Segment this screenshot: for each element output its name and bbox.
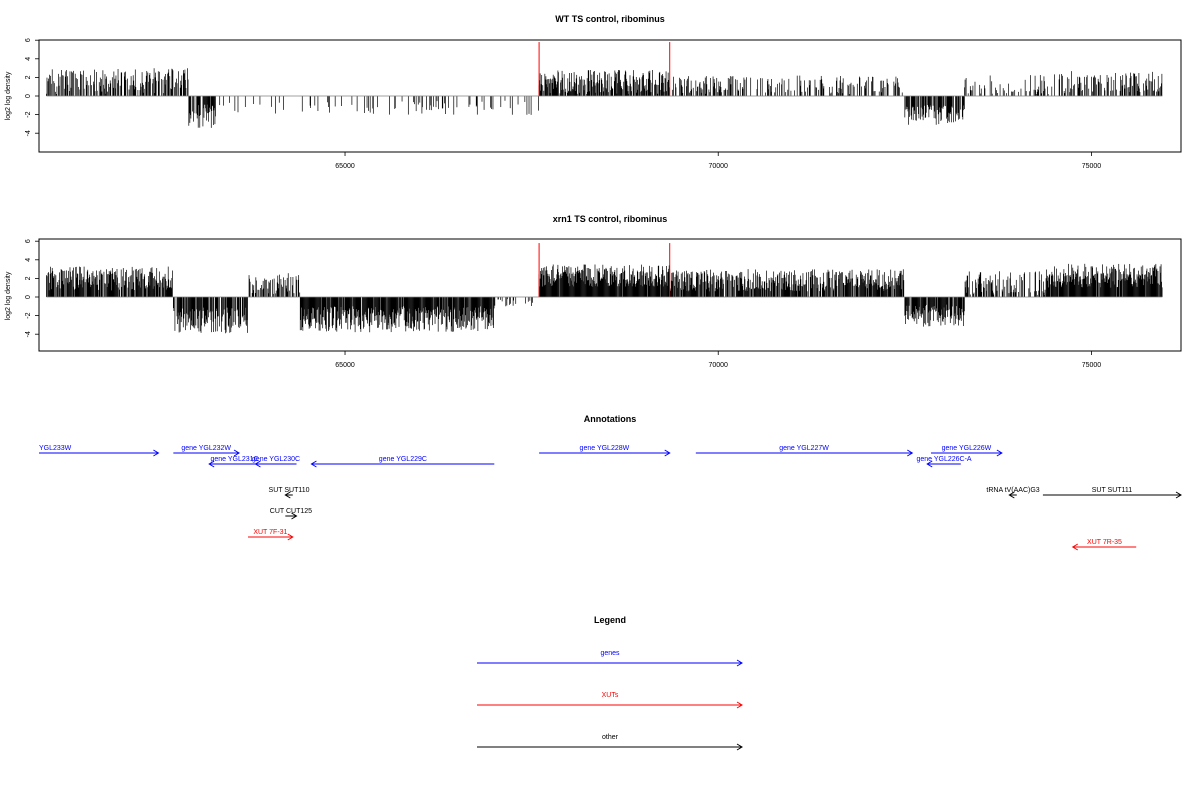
feature-label: SUT SUT110 (269, 487, 310, 494)
feature-xut-7r-35[interactable]: XUT 7R-35 (1071, 539, 1137, 551)
legend-arrowhead (736, 743, 743, 751)
x-tick-label: 65000 (335, 362, 355, 369)
feature-sut-sut111[interactable]: SUT SUT111 (1042, 487, 1182, 499)
feature-cut-cut125[interactable]: CUT CUT125 (270, 508, 312, 520)
wt-track-bars (46, 42, 1163, 128)
feature-label: gene YGL226C-A (916, 456, 971, 463)
feature-arrowhead (153, 449, 160, 457)
feature-label: YGL233W (39, 445, 72, 452)
plot-frame (38, 238, 1182, 352)
y-tick-label: 4 (25, 57, 32, 61)
xrn1-track-ylabel: log2 log density (5, 271, 12, 320)
feature-label: XUT 7F-31 (253, 529, 287, 536)
feature-arrowhead (1175, 491, 1182, 499)
feature-arrowhead (1008, 491, 1015, 499)
feature-gene-ygl229c[interactable]: gene YGL229C (310, 456, 495, 468)
legend-label: other (602, 734, 619, 741)
x-tick-label: 70000 (708, 163, 728, 170)
y-tick-label: -2 (25, 111, 32, 117)
annotations-panel: Annotations YGL233W gene YGL232W gene YGL2… (39, 414, 1182, 551)
feature-label: gene YGL226W (942, 445, 992, 452)
feature-arrowhead (284, 491, 291, 499)
feature-gene-ygl227w[interactable]: gene YGL227W (695, 445, 914, 457)
y-tick-label: 6 (25, 38, 32, 42)
feature-arrowhead (287, 533, 294, 541)
feature-gene-ygl228w[interactable]: gene YGL228W (539, 445, 671, 457)
feature-label: XUT 7R-35 (1087, 539, 1122, 546)
legend-entry-genes: genes (477, 650, 743, 667)
xrn1-track-panel: xrn1 TS control, ribominus log2 log dens… (5, 214, 1182, 369)
feature-arrowhead (907, 449, 914, 457)
y-tick-label: 0 (25, 295, 32, 299)
feature-arrowhead (233, 449, 241, 457)
feature-label: gene YGL231C (210, 456, 258, 463)
feature-ygl233w[interactable]: YGL233W (39, 445, 160, 457)
legend-entry-other: other (477, 734, 743, 751)
feature-label: gene YGL229C (379, 456, 427, 463)
y-tick-label: 0 (25, 94, 32, 98)
y-tick-label: 4 (25, 258, 32, 262)
x-tick-label: 70000 (708, 362, 728, 369)
x-tick-label: 65000 (335, 163, 355, 170)
feature-label: tRNA tV(AAC)G3 (986, 487, 1039, 494)
wt-track-ylabel: log2 log density (5, 71, 12, 120)
feature-label: CUT CUT125 (270, 508, 312, 515)
feature-gene-ygl232w[interactable]: gene YGL232W (173, 445, 241, 457)
feature-label: gene YGL227W (779, 445, 829, 452)
feature-arrowhead (926, 460, 933, 468)
feature-arrowhead (664, 449, 671, 457)
y-tick-label: -2 (25, 312, 32, 318)
legend-arrowhead (736, 659, 743, 667)
feature-gene-ygl226w[interactable]: gene YGL226W (930, 445, 1003, 457)
legend-entries: genes XUTs other (477, 650, 743, 751)
feature-arrowhead (208, 460, 215, 468)
y-tick-label: -4 (25, 331, 32, 337)
feature-label: gene YGL232W (181, 445, 231, 452)
xrn1-track-axes: -4 -2 0 2 4 6 65000 70000 75000 (25, 238, 1182, 369)
feature-gene-ygl226c-a[interactable]: gene YGL226C-A (916, 456, 972, 468)
y-tick-label: -4 (25, 130, 32, 136)
legend-panel: Legend genes XUTs other (477, 615, 743, 751)
feature-xut-7f-31[interactable]: XUT 7F-31 (247, 529, 294, 541)
feature-label: gene YGL230C (252, 456, 300, 463)
feature-gene-ygl230c[interactable]: gene YGL230C (252, 456, 300, 468)
legend-arrowhead (736, 701, 743, 709)
x-tick-label: 75000 (1082, 163, 1102, 170)
y-tick-label: 2 (25, 276, 32, 280)
feature-label: gene YGL228W (580, 445, 630, 452)
wt-track-title: WT TS control, ribominus (555, 14, 665, 24)
legend-entry-xuts: XUTs (477, 692, 743, 709)
feature-arrowhead (254, 460, 261, 468)
legend-label: genes (600, 650, 620, 657)
feature-arrowhead (291, 512, 298, 520)
x-tick-label: 75000 (1082, 362, 1102, 369)
feature-gene-ygl231c[interactable]: gene YGL231C (208, 456, 260, 468)
feature-arrowhead (310, 460, 317, 468)
y-tick-label: 2 (25, 75, 32, 79)
feature-arrowhead (996, 449, 1003, 457)
legend-title: Legend (594, 615, 626, 625)
feature-sut-sut110[interactable]: SUT SUT110 (269, 487, 310, 499)
legend-label: XUTs (602, 692, 619, 699)
feature-label: SUT SUT111 (1092, 487, 1133, 494)
annotations-title: Annotations (584, 414, 637, 424)
wt-track-axes: -4 -2 0 2 4 6 65000 70000 75000 (25, 38, 1182, 170)
xrn1-track-bars (46, 243, 1163, 334)
feature-arrowhead (1071, 543, 1079, 551)
y-tick-label: 6 (25, 239, 32, 243)
feature-trna-tv-aac-g3[interactable]: tRNA tV(AAC)G3 (986, 487, 1040, 499)
wt-track-panel: WT TS control, ribominus log2 log densit… (5, 14, 1182, 170)
xrn1-track-title: xrn1 TS control, ribominus (553, 214, 668, 224)
